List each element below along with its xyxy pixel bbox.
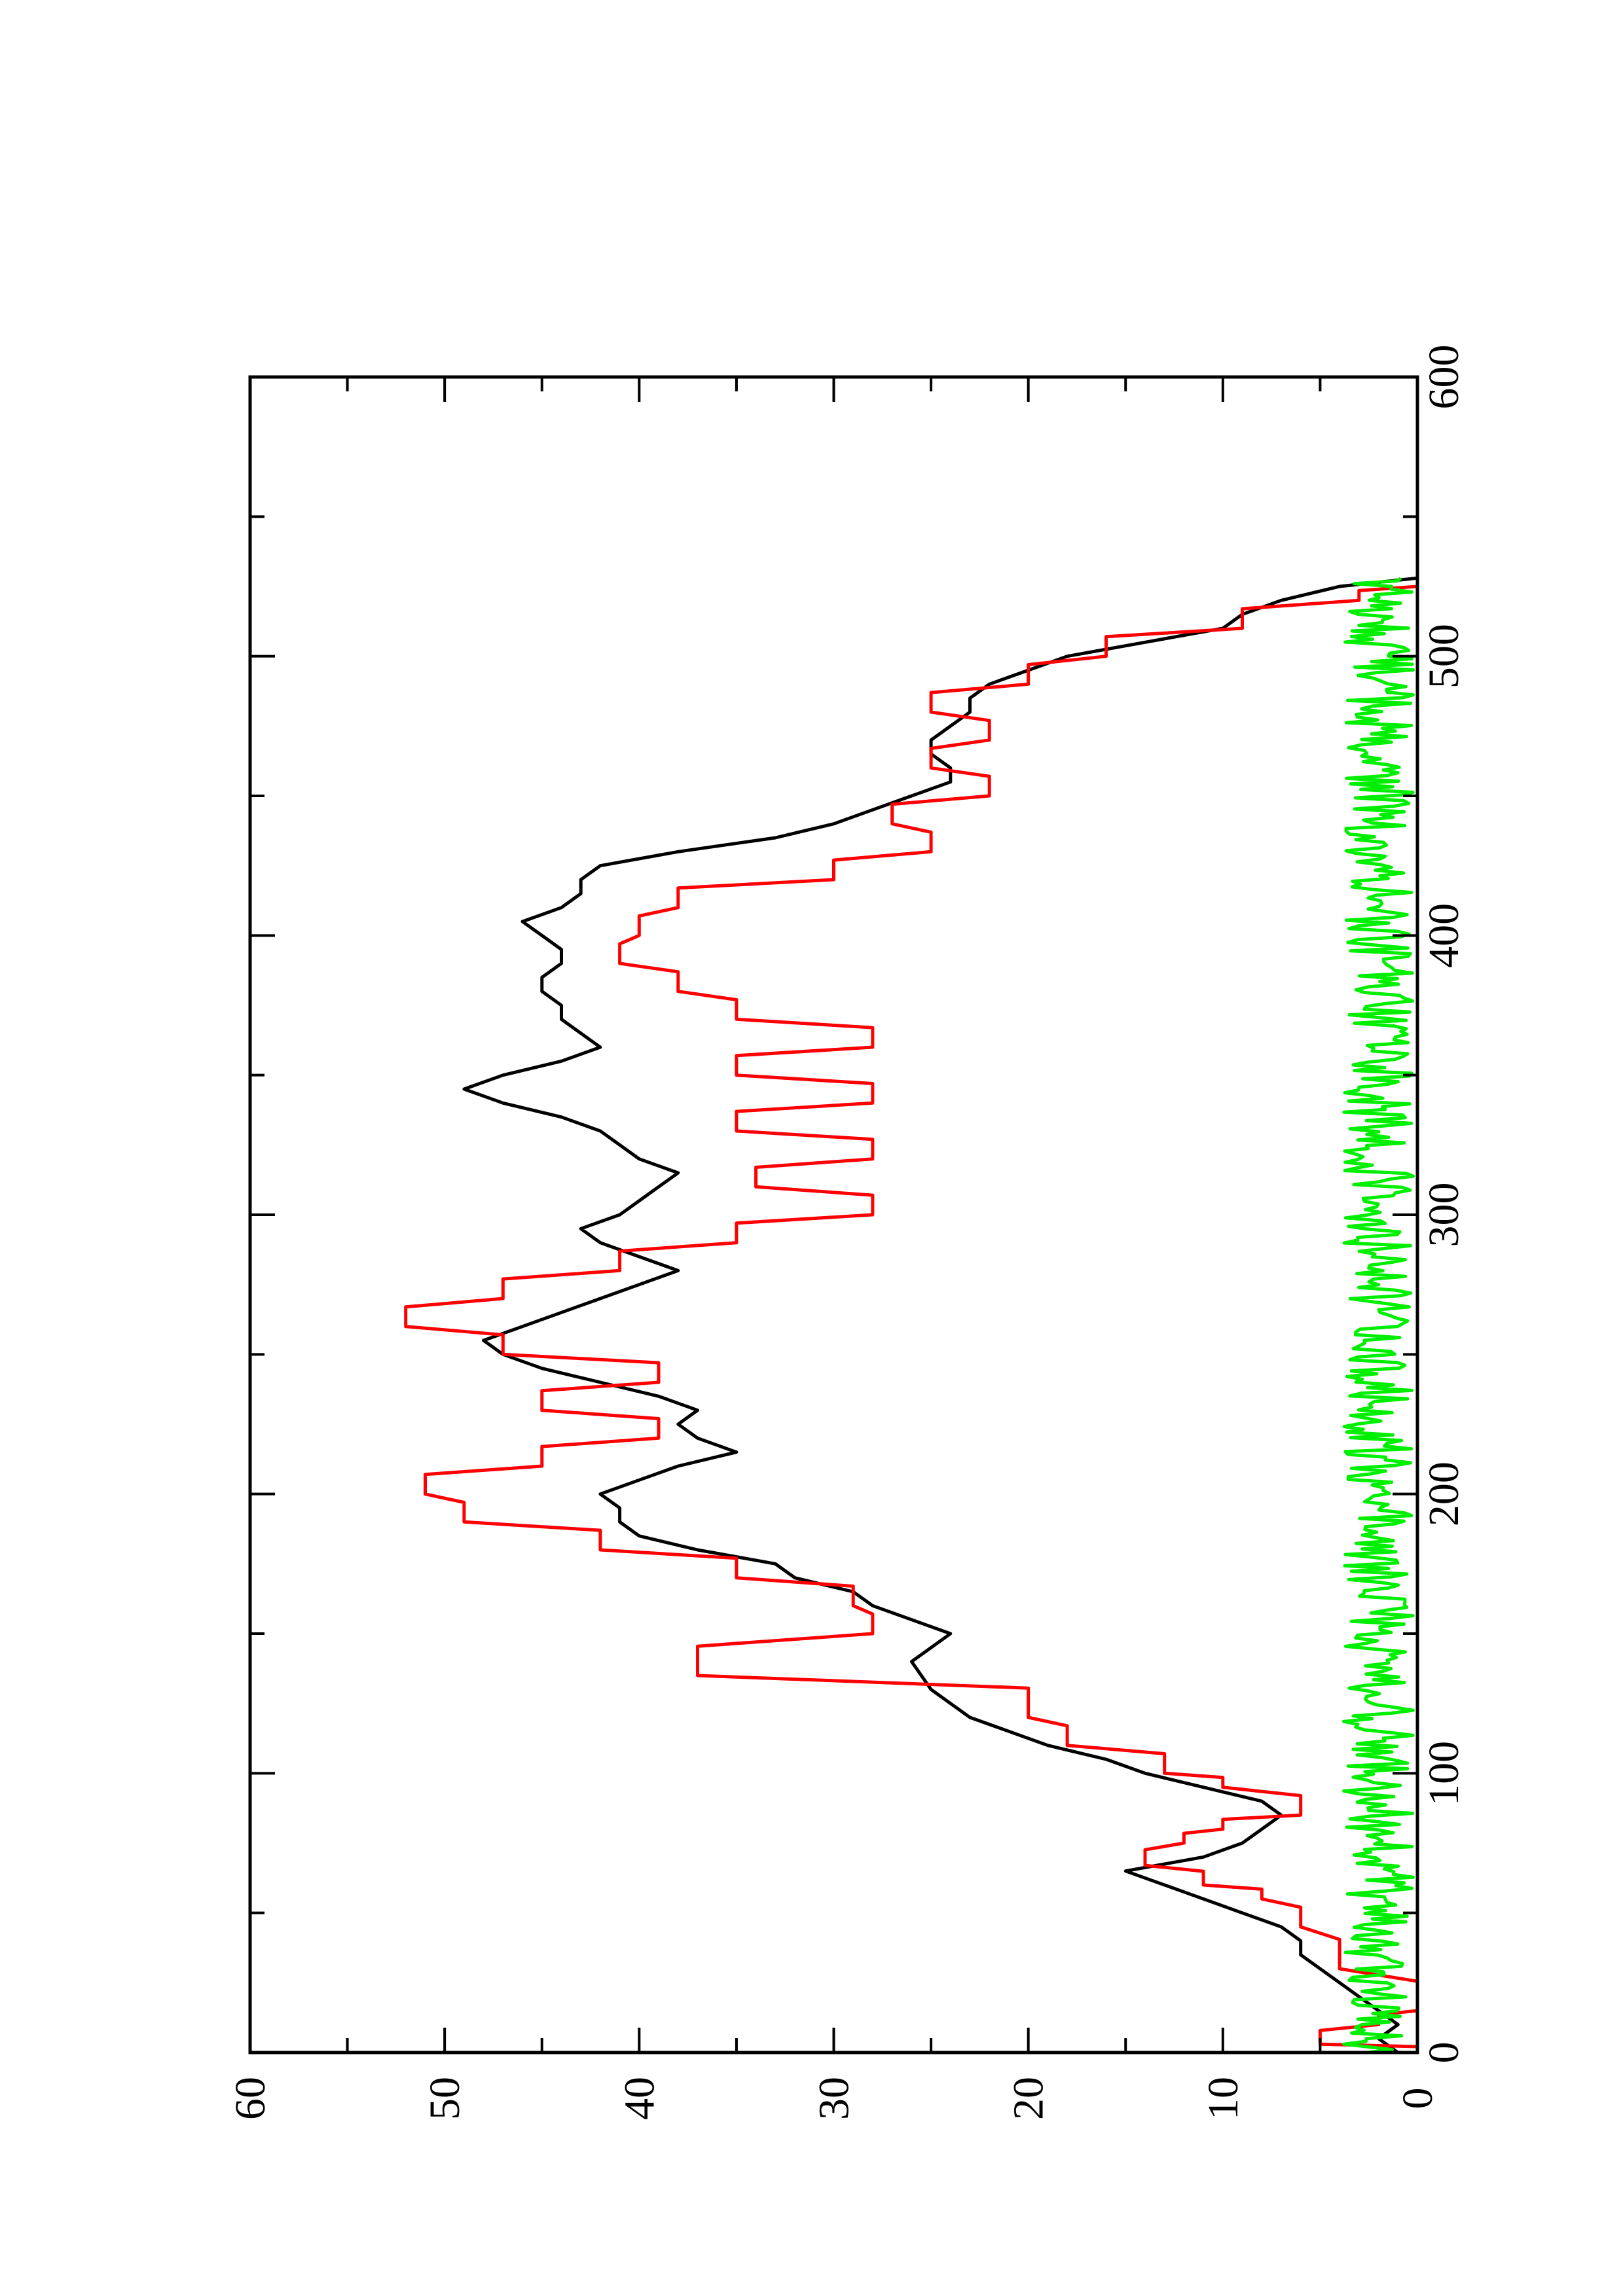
x-tick-label: 400 xyxy=(1420,903,1468,968)
y-tick-label: 60 xyxy=(227,2077,274,2120)
x-tick-label: 100 xyxy=(1420,1741,1468,1806)
x-tick-label: 600 xyxy=(1420,345,1468,410)
y-tick-label: 10 xyxy=(1199,2077,1247,2120)
x-tick-label: 0 xyxy=(1420,2042,1468,2064)
y-tick-label: 30 xyxy=(811,2077,858,2120)
y-tick-label: 40 xyxy=(615,2077,663,2120)
plot-area xyxy=(404,576,1419,2054)
series-line-3 xyxy=(1341,577,1415,2054)
series-line-1 xyxy=(462,576,1418,2054)
series-line-2 xyxy=(404,584,1419,2053)
tick-labels: 0 100 200 300 400 500 600 0 10 20 30 40 50 60 xyxy=(227,345,1468,2121)
x-tick-label: 500 xyxy=(1420,624,1468,689)
y-tick-label: 20 xyxy=(1005,2077,1053,2120)
x-tick-label: 200 xyxy=(1420,1462,1468,1526)
y-tick-label: 50 xyxy=(421,2077,469,2120)
y-tick-label: 0 xyxy=(1394,2088,1442,2109)
x-tick-label: 300 xyxy=(1420,1183,1468,1247)
axes xyxy=(248,375,1419,2054)
